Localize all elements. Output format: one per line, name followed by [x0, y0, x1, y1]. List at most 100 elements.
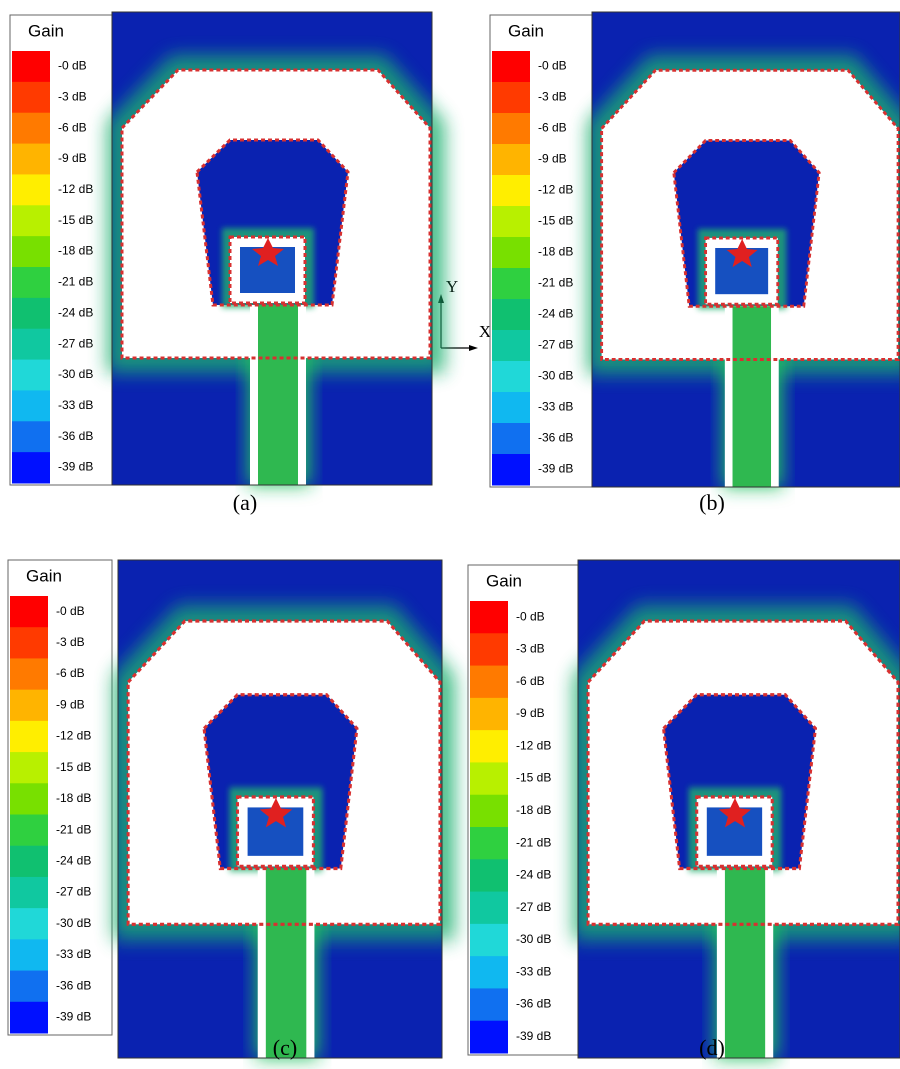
legend-label: -18 dB: [58, 244, 93, 258]
legend-label: -36 dB: [516, 997, 551, 1011]
legend-swatch: [10, 877, 48, 909]
legend-swatch: [12, 82, 50, 113]
legend-swatch: [492, 82, 530, 114]
legend-swatch: [12, 205, 50, 236]
caption: (b): [699, 490, 725, 515]
legend-swatch: [12, 421, 50, 452]
legend-label: -0 dB: [58, 59, 87, 73]
legend-label: -39 dB: [538, 462, 573, 476]
legend-label: -27 dB: [58, 336, 93, 350]
legend-swatch: [492, 206, 530, 238]
legend-label: -27 dB: [56, 885, 91, 899]
legend-label: -27 dB: [538, 338, 573, 352]
figure: Y X Gain -0 dB -3 dB -6 dB -9 dB -12 dB -15 dB…: [0, 0, 900, 1069]
legend-swatch: [492, 237, 530, 269]
legend-label: -36 dB: [58, 429, 93, 443]
legend-swatch: [10, 627, 48, 659]
legend-swatch: [12, 174, 50, 205]
legend-swatch: [10, 752, 48, 784]
legend-label: -0 dB: [516, 609, 545, 623]
legend-swatch: [492, 330, 530, 362]
legend-swatch: [12, 298, 50, 329]
legend-label: -3 dB: [516, 642, 545, 656]
legend-label: -9 dB: [58, 151, 87, 165]
legend-swatch: [470, 795, 508, 828]
legend-label: -3 dB: [538, 90, 567, 104]
caption: (d): [699, 1035, 725, 1060]
legend-label: -36 dB: [56, 978, 91, 992]
legend-swatch: [10, 690, 48, 722]
panel: Gain-0 dB-3 dB-6 dB-9 dB-12 dB-15 dB-18 …: [10, 12, 432, 515]
feed-line: [258, 305, 298, 485]
feed-line: [733, 306, 772, 487]
panel: Gain-0 dB-3 dB-6 dB-9 dB-12 dB-15 dB-18 …: [490, 12, 900, 515]
legend-label: -18 dB: [56, 791, 91, 805]
legend-title: Gain: [26, 566, 62, 585]
legend-label: -30 dB: [56, 916, 91, 930]
legend-swatch: [10, 815, 48, 847]
legend-swatch: [470, 956, 508, 989]
legend-swatch: [492, 392, 530, 424]
legend-swatch: [10, 721, 48, 753]
caption: (c): [273, 1035, 297, 1060]
legend-swatch: [470, 859, 508, 892]
legend-label: -24 dB: [516, 868, 551, 882]
legend-label: -33 dB: [538, 400, 573, 414]
legend-swatch: [12, 113, 50, 144]
legend-swatch: [470, 892, 508, 925]
legend-label: -6 dB: [56, 666, 85, 680]
legend-label: -30 dB: [516, 932, 551, 946]
legend-swatch: [492, 175, 530, 207]
legend-swatch: [10, 596, 48, 628]
legend-swatch: [470, 698, 508, 731]
legend-swatch: [12, 360, 50, 391]
legend-label: -33 dB: [58, 398, 93, 412]
legend-swatch: [492, 144, 530, 176]
legend-label: -39 dB: [56, 1010, 91, 1024]
axis-indicator: Y X: [438, 277, 491, 351]
legend-label: -12 dB: [58, 182, 93, 196]
legend-swatch: [470, 601, 508, 634]
legend-label: -15 dB: [538, 214, 573, 228]
legend-label: -21 dB: [516, 835, 551, 849]
legend-label: -24 dB: [56, 853, 91, 867]
legend-label: -6 dB: [516, 674, 545, 688]
caption: (a): [233, 490, 257, 515]
legend-label: -15 dB: [56, 760, 91, 774]
legend-swatch: [12, 236, 50, 267]
legend-swatch: [10, 971, 48, 1003]
legend-label: -18 dB: [516, 803, 551, 817]
legend-swatch: [10, 658, 48, 690]
legend-label: -12 dB: [516, 738, 551, 752]
legend-swatch: [10, 846, 48, 878]
legend-swatch: [470, 924, 508, 957]
legend-label: -6 dB: [538, 121, 567, 135]
legend-label: -39 dB: [516, 1029, 551, 1043]
legend-label: -18 dB: [538, 245, 573, 259]
legend-label: -33 dB: [516, 964, 551, 978]
legend-swatch: [470, 633, 508, 666]
legend-label: -30 dB: [58, 367, 93, 381]
legend-swatch: [12, 51, 50, 82]
legend-label: -9 dB: [538, 152, 567, 166]
legend-swatch: [470, 988, 508, 1021]
legend-swatch: [492, 361, 530, 393]
legend-swatch: [492, 113, 530, 145]
legend-swatch: [10, 939, 48, 971]
legend-swatch: [10, 908, 48, 940]
legend-label: -3 dB: [58, 89, 87, 103]
legend-swatch: [492, 51, 530, 83]
legend-swatch: [492, 299, 530, 331]
legend-swatch: [10, 783, 48, 815]
legend-swatch: [470, 762, 508, 795]
panel: Gain-0 dB-3 dB-6 dB-9 dB-12 dB-15 dB-18 …: [468, 560, 900, 1060]
axis-label-y: Y: [446, 277, 458, 296]
legend-title: Gain: [486, 571, 522, 590]
legend-swatch: [492, 268, 530, 300]
legend-label: -9 dB: [56, 697, 85, 711]
legend-label: -21 dB: [538, 276, 573, 290]
legend-label: -9 dB: [516, 706, 545, 720]
legend-swatch: [470, 730, 508, 763]
feed-line: [725, 868, 765, 1058]
legend-label: -39 dB: [58, 460, 93, 474]
